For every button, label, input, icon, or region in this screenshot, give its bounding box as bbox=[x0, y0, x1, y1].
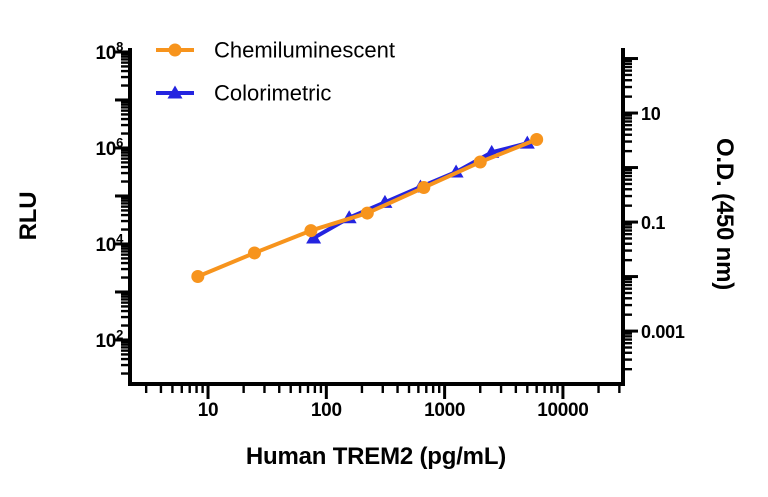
x-axis-title: Human TREM2 (pg/mL) bbox=[246, 443, 506, 470]
series-layer bbox=[191, 133, 544, 284]
data-point-circle-icon bbox=[530, 133, 544, 147]
legend-triangle-marker-icon bbox=[167, 85, 183, 99]
data-point-circle-icon bbox=[247, 246, 261, 260]
x-axis-tick-label: 10 bbox=[198, 400, 219, 421]
y-right-axis-title: O.D. (450 nm) bbox=[711, 138, 738, 290]
legend: Chemiluminescent Colorimetric bbox=[156, 38, 395, 106]
data-point-triangle-icon bbox=[306, 230, 322, 244]
y-right-axis-tick-label: 0.001 bbox=[641, 322, 685, 342]
y-left-axis-tick-label: 104 bbox=[96, 231, 125, 256]
data-point-circle-icon bbox=[417, 181, 431, 195]
legend-label-chemiluminescent: Chemiluminescent bbox=[214, 38, 395, 63]
data-point-circle-icon bbox=[360, 206, 374, 220]
y-left-axis-tick-label: 108 bbox=[96, 39, 124, 64]
x-axis-tick-label: 100 bbox=[311, 400, 342, 421]
y-left-axis-tick-label: 102 bbox=[96, 327, 124, 352]
y-right-axis-tick-label: 10 bbox=[641, 104, 661, 124]
data-point-circle-icon bbox=[191, 270, 205, 284]
axes-layer: 10 100 1000 10000 108 106 104 102 10 0.1 0.001 bbox=[96, 39, 686, 421]
y-left-axis-tick-label: 106 bbox=[96, 135, 124, 160]
legend-label-colorimetric: Colorimetric bbox=[214, 81, 331, 106]
data-point-circle-icon bbox=[304, 224, 318, 238]
legend-circle-marker-icon bbox=[168, 43, 182, 57]
x-axis-tick-label: 1000 bbox=[424, 400, 465, 421]
y-right-axis-tick-label: 0.1 bbox=[641, 213, 665, 233]
data-point-circle-icon bbox=[473, 155, 487, 169]
x-axis-tick-label: 10000 bbox=[537, 400, 588, 421]
y-left-axis-title: RLU bbox=[15, 192, 42, 241]
